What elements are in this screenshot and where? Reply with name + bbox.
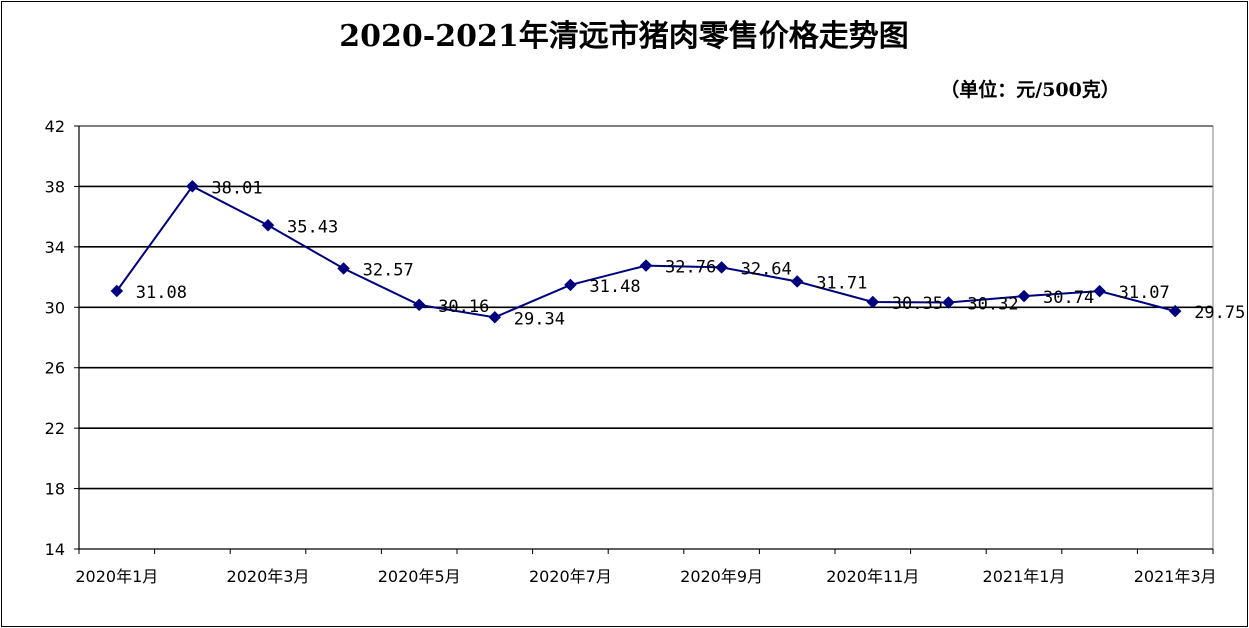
data-point-marker <box>866 295 880 309</box>
data-point-marker <box>261 218 275 232</box>
data-label: 32.64 <box>741 259 792 279</box>
unit-label: （单位：元/500克） <box>940 78 1120 101</box>
x-tick-label: 2020年11月 <box>826 567 919 586</box>
data-label: 31.71 <box>816 273 867 293</box>
data-label: 29.75 <box>1194 303 1245 323</box>
data-label: 32.76 <box>665 258 716 278</box>
x-tick-label: 2020年3月 <box>227 567 310 586</box>
data-point-marker <box>715 261 728 274</box>
data-point-marker <box>1168 304 1182 318</box>
data-label: 32.57 <box>363 260 414 280</box>
data-point-marker <box>1093 284 1106 298</box>
data-point-marker <box>1017 289 1031 303</box>
data-label: 31.07 <box>1119 283 1170 303</box>
data-point-marker <box>790 275 804 288</box>
data-point-marker <box>337 262 350 275</box>
data-point-marker <box>942 296 955 309</box>
x-tick-label: 2020年5月 <box>378 567 461 586</box>
data-label: 38.01 <box>211 178 262 198</box>
chart-title: 2020-2021年清远市猪肉零售价格走势图 <box>339 19 908 54</box>
data-point-marker <box>110 284 124 298</box>
data-label: 35.43 <box>287 217 338 237</box>
data-label: 31.08 <box>136 283 187 303</box>
data-label: 29.34 <box>514 309 565 329</box>
data-label: 31.48 <box>589 277 640 297</box>
x-tick-label: 2021年1月 <box>983 567 1066 586</box>
data-point-marker <box>186 179 199 193</box>
data-label: 30.32 <box>967 294 1018 314</box>
data-point-marker <box>488 310 502 324</box>
x-tick-label: 2021年3月 <box>1134 567 1217 586</box>
series-line <box>110 179 1182 324</box>
data-label: 30.16 <box>438 297 489 317</box>
y-axis-ticks: 14 18 22 26 30 34 38 42 <box>45 117 79 559</box>
y-tick-label: 26 <box>45 359 65 378</box>
data-label: 30.35 <box>892 294 943 314</box>
y-tick-label: 42 <box>45 117 65 136</box>
data-label: 30.74 <box>1043 288 1094 308</box>
y-tick-label: 30 <box>45 298 65 317</box>
data-point-marker <box>639 259 653 272</box>
axes <box>78 125 1214 550</box>
y-tick-label: 38 <box>45 177 65 196</box>
x-axis-ticks: 2020年1月 2020年3月 2020年5月 2020年7月 2020年9月 2020年… <box>75 549 1217 586</box>
x-tick-label: 2020年1月 <box>75 567 158 586</box>
data-labels: 31.08 38.01 35.43 32.57 30.16 29.34 31.48 32.76… <box>136 178 1246 329</box>
y-tick-label: 14 <box>45 540 65 559</box>
x-tick-label: 2020年9月 <box>680 567 763 586</box>
data-point-marker <box>412 298 426 312</box>
x-tick-label: 2020年7月 <box>529 567 612 586</box>
y-tick-label: 34 <box>45 238 65 257</box>
y-tick-label: 22 <box>45 419 65 438</box>
y-tick-label: 18 <box>45 480 65 499</box>
data-point-marker <box>564 278 577 292</box>
